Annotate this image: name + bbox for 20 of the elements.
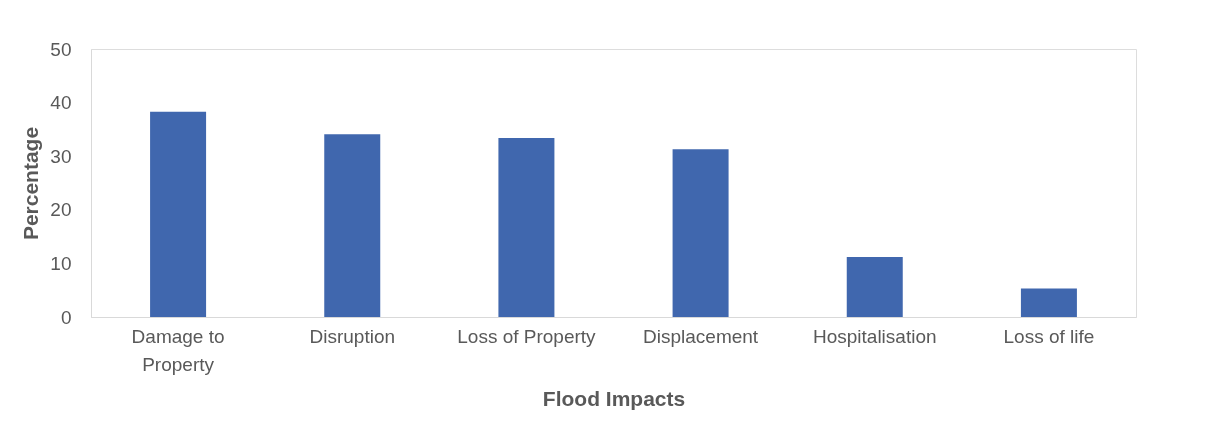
x-tick-label: Disruption [309, 325, 396, 347]
y-tick-label: 40 [50, 92, 72, 114]
y-tick-label: 50 [50, 38, 72, 60]
y-tick-label: 0 [60, 306, 72, 328]
x-tick-label: Displacement [643, 325, 759, 347]
bar [150, 111, 207, 317]
y-tick-label: 30 [50, 145, 72, 167]
x-tick-label: Loss of Property [457, 325, 597, 347]
bar [1020, 288, 1077, 317]
x-tick-label: Hospitalisation [812, 325, 937, 347]
y-tick-label: 10 [50, 252, 72, 274]
bar [846, 256, 903, 317]
x-axis-title: Flood Impacts [542, 386, 686, 410]
y-axis-title: Percentage [19, 126, 43, 241]
bar [498, 137, 555, 317]
x-tick-label: Damage to Property [131, 325, 225, 375]
y-tick-label: 20 [50, 199, 72, 221]
bar [324, 134, 381, 317]
bar [672, 149, 729, 317]
x-tick-label: Loss of life [1003, 325, 1095, 347]
